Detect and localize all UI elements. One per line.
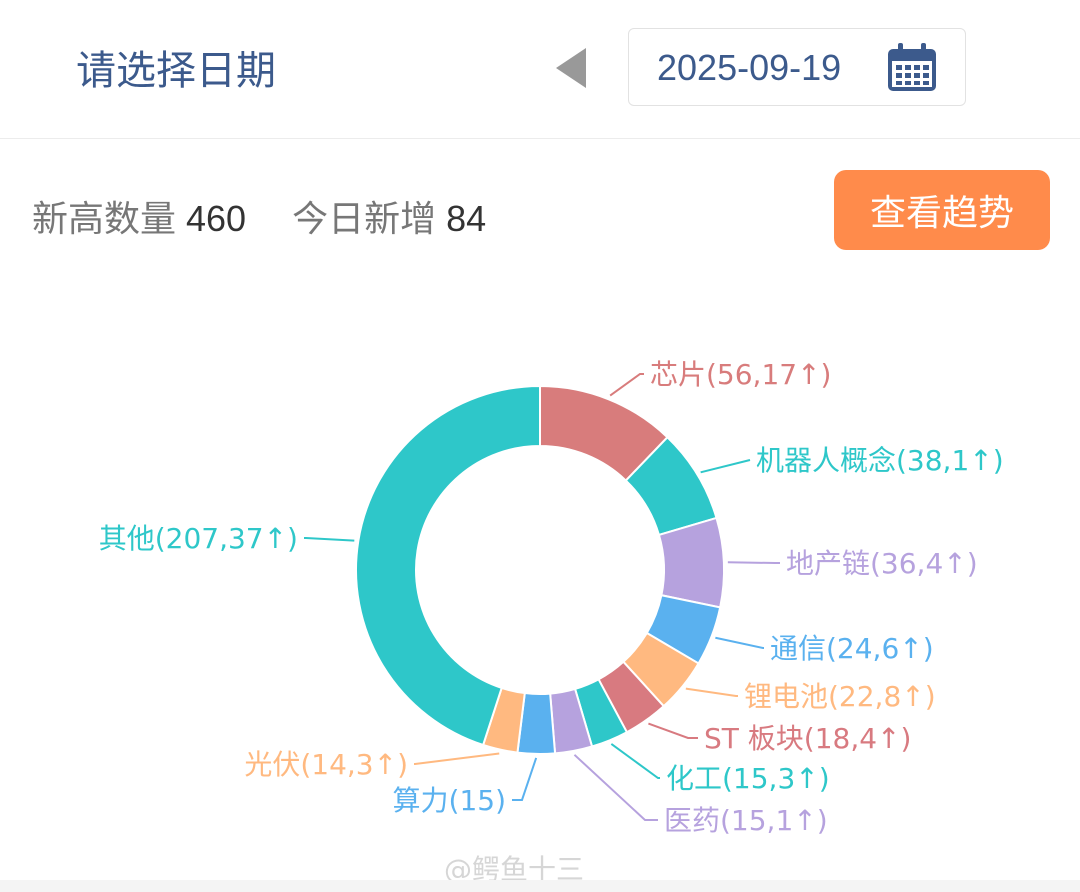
donut-slice-2[interactable] [657,516,725,609]
label-leader-line-2 [727,561,780,564]
label-leader-line-7 [573,754,658,821]
calendar-icon[interactable] [885,41,939,95]
selected-date: 2025-09-19 [657,47,842,88]
label-leader-line-0 [609,373,644,397]
slice-label-10: 其他(207,37↑) [99,522,298,555]
slice-label-4: 锂电池(22,8↑) [744,680,936,713]
label-leader-line-6 [610,743,660,779]
label-leader-line-1 [700,459,751,474]
date-selector[interactable]: 2025-09-19 [628,28,966,106]
sector-donut-chart: 芯片(56,17↑) 机器人概念(38,1↑) 地产链(36,4↑) 通信(24,6↑… [99,358,1004,837]
view-trend-button[interactable]: 查看趋势 [834,170,1050,250]
label-leader-line-9 [414,752,500,765]
donut-slice-10[interactable] [355,384,541,747]
label-leader-line-3 [715,636,764,649]
slice-label-5: ST 板块(18,4↑) [704,722,911,755]
stats-summary: 新高数量 460 今日新增 84 [32,190,486,242]
today-new-label: 今日新增 [292,199,437,240]
prev-date-arrow-icon[interactable] [556,48,586,88]
slice-label-8: 算力(15) [393,784,506,817]
label-leader-line-10 [304,537,355,542]
slice-label-9: 光伏(14,3↑) [244,748,408,781]
label-leader-line-5 [648,722,698,739]
date-picker-title: 请选择日期 [76,48,276,94]
slice-label-7: 医药(15,1↑) [664,804,828,837]
new-high-label: 新高数量 [32,199,177,240]
label-leader-line-8 [512,757,538,801]
new-high-value: 460 [186,198,247,239]
slice-label-6: 化工(15,3↑) [666,762,830,795]
slice-label-2: 地产链(36,4↑) [786,547,978,580]
slice-label-1: 机器人概念(38,1↑) [756,444,1004,477]
slice-label-3: 通信(24,6↑) [770,632,934,665]
date-header: 请选择日期 2025-09-19 [0,0,1080,139]
today-new-value: 84 [446,198,487,239]
label-leader-line-4 [685,687,738,697]
slice-label-0: 芯片(56,17↑) [650,358,831,391]
footer-bar [0,880,1080,892]
